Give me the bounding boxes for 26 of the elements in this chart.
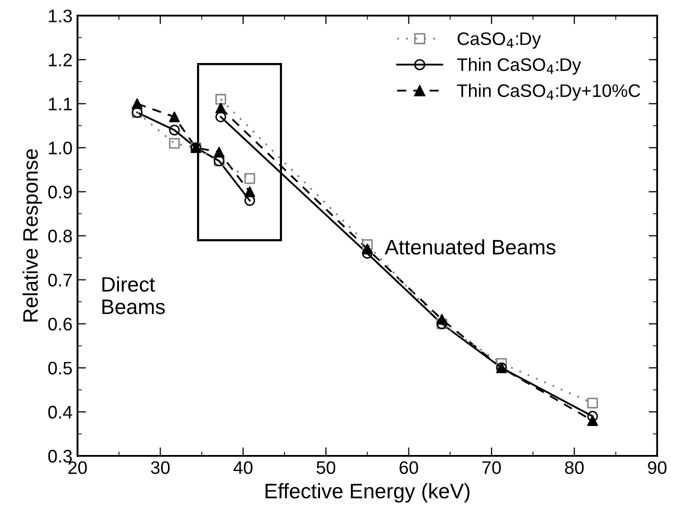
y-tick-label: 1.3 — [48, 10, 72, 22]
y-tick-label: 0.6 — [48, 318, 72, 331]
annotation: Attenuated Beams — [384, 239, 556, 255]
y-tick-label: 0.4 — [48, 406, 72, 419]
x-tick-label: 70 — [482, 461, 501, 474]
x-tick-label: 60 — [400, 461, 418, 474]
x-tick-label: 30 — [150, 461, 170, 474]
y-tick-label: 0.8 — [48, 230, 72, 242]
y-tick-label: 0.9 — [48, 186, 72, 198]
y-tick-label: 1.2 — [48, 54, 72, 66]
legend-label: CaSO$_{4}$:Dy — [458, 32, 541, 49]
legend-label: Thin CaSO$_{4}$:Dy+10%C — [457, 84, 640, 101]
y-tick-label: 0.5 — [48, 362, 72, 375]
x-tick-label: 20 — [68, 461, 87, 474]
y-tick-label: 0.3 — [48, 450, 72, 463]
x-tick-label: 50 — [316, 461, 336, 474]
y-tick-label: 0.7 — [48, 274, 72, 286]
x-tick-label: 80 — [565, 461, 584, 474]
annotation: Direct Beams — [102, 276, 165, 314]
x-tick-label: 40 — [233, 461, 252, 474]
legend-label: Thin CaSO$_{4}$:Dy — [457, 58, 582, 75]
y-tick-label: 1.1 — [48, 98, 72, 110]
x-axis-title: Effective Energy (keV) — [266, 483, 470, 503]
x-tick-label: 90 — [648, 461, 666, 474]
y-axis-title: Relative Response — [22, 149, 42, 322]
y-tick-label: 1.0 — [48, 142, 72, 154]
